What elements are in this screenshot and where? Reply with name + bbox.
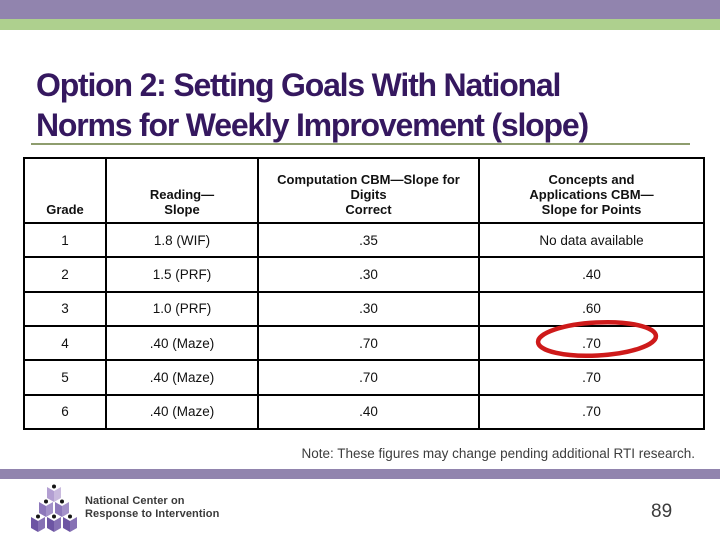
column-header-grade: Grade — [23, 157, 107, 224]
cell-concepts-slope: .70 — [478, 359, 705, 396]
org-name-line-1: National Center on — [85, 495, 185, 507]
cell-grade: 2 — [23, 256, 107, 293]
cell-concepts-slope: No data available — [478, 221, 705, 259]
cell-concepts-slope-circled: .70 — [478, 324, 705, 362]
top-accent-bar — [0, 0, 720, 19]
table-row-grade-3: 3 1.0 (PRF) .30 .60 — [23, 290, 705, 327]
cell-grade: 3 — [23, 290, 107, 327]
cell-reading-slope: .40 (Maze) — [105, 359, 259, 396]
org-name: National Center on Response to Intervent… — [85, 495, 219, 521]
cell-computation-slope: .70 — [257, 359, 480, 396]
title-line-2: Norms for Weekly Improvement (slope) — [36, 107, 589, 144]
cell-grade: 1 — [23, 221, 107, 259]
table-row-grade-6: 6 .40 (Maze) .40 .70 — [23, 393, 705, 431]
cell-computation-slope: .35 — [257, 221, 480, 259]
table-row-grade-4: 4 .40 (Maze) .70 .70 — [23, 324, 705, 362]
ncrti-logo: National Center on Response to Intervent… — [31, 483, 219, 533]
cell-concepts-slope: .40 — [478, 256, 705, 293]
title-divider-rule — [31, 143, 690, 145]
cell-grade: 5 — [23, 359, 107, 396]
cell-computation-slope: .30 — [257, 256, 480, 293]
column-header-concepts-applications: Concepts and Applications CBM— Slope for… — [478, 157, 705, 224]
note-text: Note: These figures may change pending a… — [301, 446, 695, 461]
cell-concepts-slope: .70 — [478, 393, 705, 431]
green-accent-bar — [0, 19, 720, 30]
cell-reading-slope: 1.5 (PRF) — [105, 256, 259, 293]
title-line-1: Option 2: Setting Goals With National — [36, 67, 561, 104]
page-number: 89 — [651, 501, 673, 522]
column-header-computation-cbm: Computation CBM—Slope for Digits Correct — [257, 157, 480, 224]
cell-grade: 6 — [23, 393, 107, 431]
cell-concepts-slope: .60 — [478, 290, 705, 327]
org-name-line-2: Response to Intervention — [85, 508, 220, 520]
bottom-accent-bar — [0, 469, 720, 479]
table-header-row: Grade Reading— Slope Computation CBM—Slo… — [23, 157, 705, 224]
table-row-grade-1: 1 1.8 (WIF) .35 No data available — [23, 221, 705, 259]
table-row-grade-5: 5 .40 (Maze) .70 .70 — [23, 359, 705, 396]
cell-computation-slope: .40 — [257, 393, 480, 431]
slide-title: Option 2: Setting Goals With National No… — [36, 65, 696, 145]
national-norms-table: Grade Reading— Slope Computation CBM—Slo… — [23, 157, 705, 431]
table-row-grade-2: 2 1.5 (PRF) .30 .40 — [23, 256, 705, 293]
column-header-reading-slope: Reading— Slope — [105, 157, 259, 224]
cell-reading-slope: 1.0 (PRF) — [105, 290, 259, 327]
logo-pyramid-icon — [31, 484, 77, 532]
cell-reading-slope: 1.8 (WIF) — [105, 221, 259, 259]
cell-grade: 4 — [23, 324, 107, 362]
cell-reading-slope: .40 (Maze) — [105, 393, 259, 431]
cell-computation-slope: .30 — [257, 290, 480, 327]
cell-computation-slope: .70 — [257, 324, 480, 362]
cell-reading-slope: .40 (Maze) — [105, 324, 259, 362]
